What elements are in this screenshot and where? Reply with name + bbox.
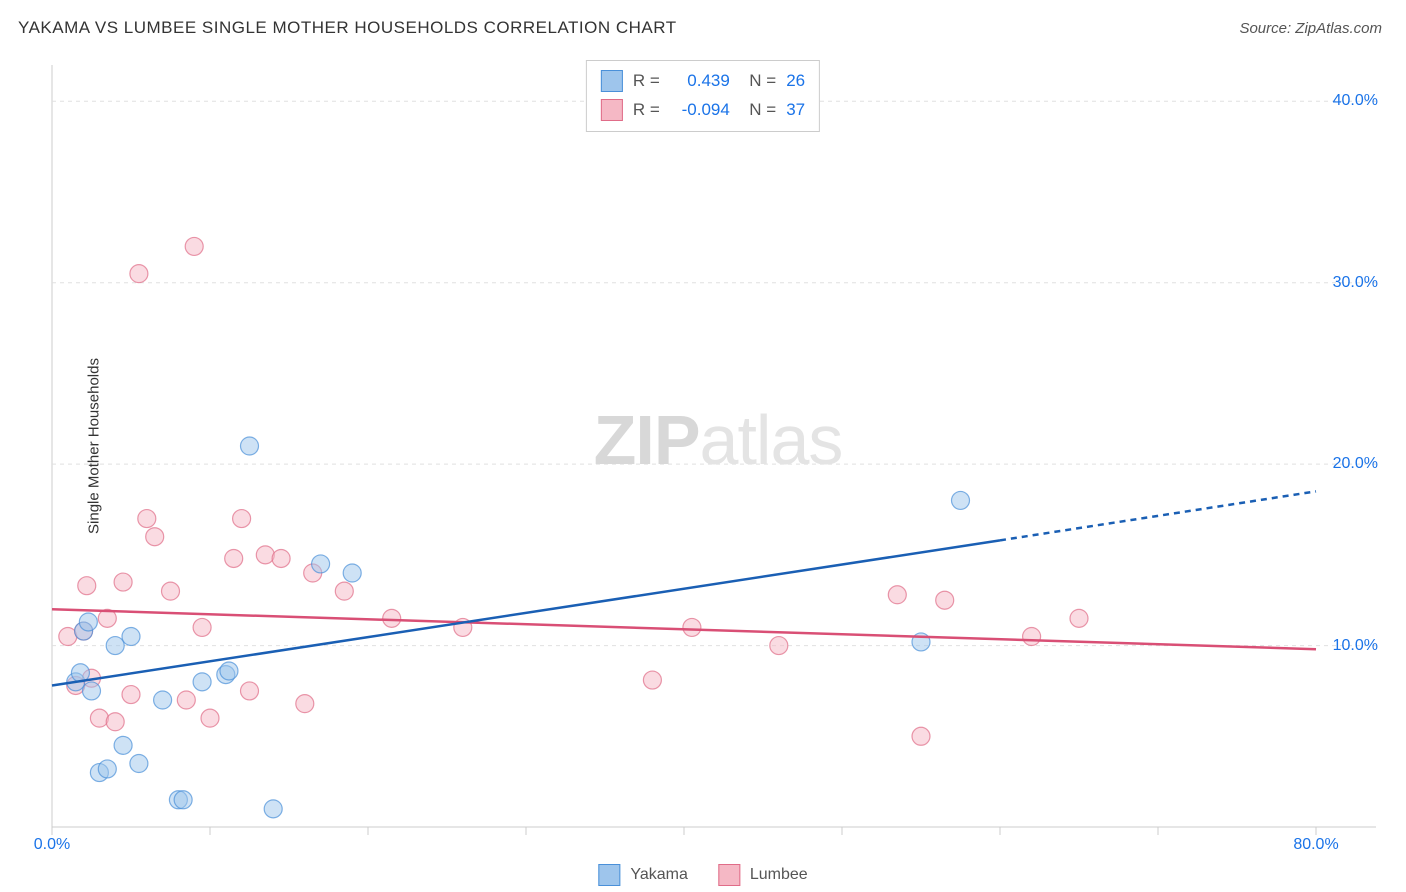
yakama-legend-swatch <box>598 864 620 886</box>
chart-header: YAKAMA VS LUMBEE SINGLE MOTHER HOUSEHOLD… <box>0 0 1406 46</box>
legend-item-yakama: Yakama <box>598 864 688 886</box>
y-tick-label: 10.0% <box>1333 637 1378 655</box>
y-tick-label: 20.0% <box>1333 455 1378 473</box>
x-tick-label: 0.0% <box>34 836 70 854</box>
yakama-n-value: 26 <box>786 67 805 96</box>
yakama-swatch <box>601 70 623 92</box>
correlation-box: R = 0.439 N = 26 R = -0.094 N = 37 <box>586 60 820 132</box>
correlation-row-yakama: R = 0.439 N = 26 <box>601 67 805 96</box>
lumbee-r-value: -0.094 <box>670 96 730 125</box>
scatter-chart-svg <box>50 55 1386 857</box>
lumbee-legend-label: Lumbee <box>750 866 808 884</box>
y-tick-label: 40.0% <box>1333 92 1378 110</box>
lumbee-swatch <box>601 99 623 121</box>
bottom-legend: Yakama Lumbee <box>598 864 807 886</box>
correlation-row-lumbee: R = -0.094 N = 37 <box>601 96 805 125</box>
source-attribution: Source: ZipAtlas.com <box>1239 20 1382 37</box>
lumbee-legend-swatch <box>718 864 740 886</box>
legend-item-lumbee: Lumbee <box>718 864 808 886</box>
chart-area: ZIPatlas <box>50 55 1386 857</box>
yakama-r-value: 0.439 <box>670 67 730 96</box>
lumbee-n-value: 37 <box>786 96 805 125</box>
chart-title: YAKAMA VS LUMBEE SINGLE MOTHER HOUSEHOLD… <box>18 18 677 38</box>
yakama-legend-label: Yakama <box>630 866 688 884</box>
x-tick-label: 80.0% <box>1293 836 1338 854</box>
y-tick-label: 30.0% <box>1333 274 1378 292</box>
